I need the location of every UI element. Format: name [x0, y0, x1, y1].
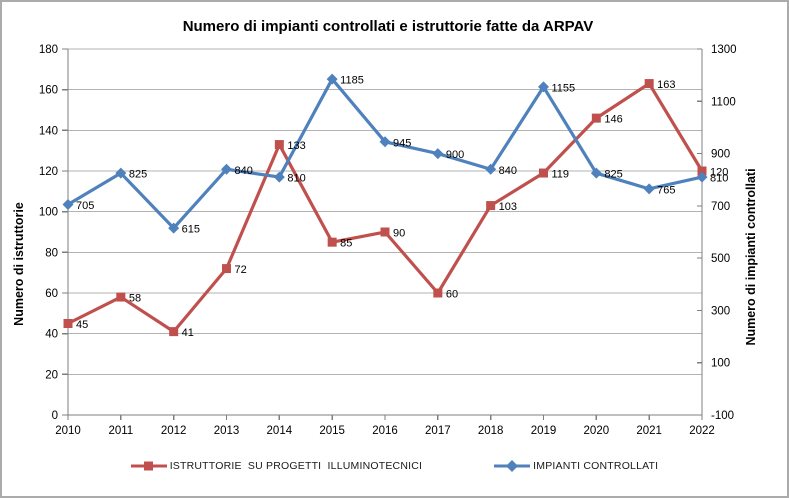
data-label-istruttorie: 133	[287, 140, 305, 152]
plot-area: 0 20 40 60 80 100 120 140 160 180 -100 100 300 500 700…	[39, 44, 737, 437]
legend-label-istruttorie: ISTRUTTORIE SU PROGETTI ILLUMINOTECNICI	[169, 460, 423, 472]
data-point-marker-impianti	[643, 183, 655, 195]
x-tick-label: 2016	[372, 425, 398, 437]
data-label-impianti: 705	[76, 200, 94, 212]
data-point-marker-impianti	[379, 136, 391, 148]
data-label-istruttorie: 72	[235, 264, 247, 276]
data-label-impianti: 810	[710, 173, 728, 185]
x-tick-label: 2012	[161, 425, 187, 437]
data-point-marker-impianti	[62, 199, 74, 211]
data-label-istruttorie: 41	[182, 327, 194, 339]
left-axis-title: Numero di istruttorie	[12, 202, 26, 326]
data-point-marker-impianti	[590, 167, 602, 179]
data-label-istruttorie: 119	[552, 169, 570, 181]
blue-line-diamond-marker-icon	[494, 460, 531, 472]
data-label-istruttorie: 45	[76, 319, 88, 331]
data-point-marker-impianti	[485, 163, 497, 175]
x-tick-label: 2019	[531, 425, 557, 437]
data-point-marker-impianti	[221, 163, 232, 175]
legend-item-impianti: IMPIANTI CONTROLLATI	[494, 459, 658, 473]
data-label-istruttorie: 60	[446, 289, 458, 301]
data-point-marker-impianti	[696, 171, 708, 183]
right-tick-label: 500	[711, 253, 730, 265]
left-tick-label: 180	[39, 44, 58, 56]
right-tick-label: 100	[711, 358, 730, 370]
data-point-marker-istruttorie	[539, 168, 548, 178]
data-point-marker-impianti	[273, 171, 285, 183]
data-label-istruttorie: 85	[340, 238, 352, 250]
data-point-marker-istruttorie	[169, 327, 179, 337]
right-tick-label: 900	[711, 149, 730, 161]
data-point-marker-istruttorie	[222, 264, 231, 274]
left-tick-label: 120	[39, 166, 58, 178]
chart-title: Numero di impianti controllati e istrutt…	[183, 18, 594, 35]
x-tick-label: 2013	[214, 425, 240, 437]
left-tick-label: 60	[45, 288, 58, 300]
data-point-marker-istruttorie	[380, 227, 390, 237]
data-label-impianti: 825	[129, 169, 147, 181]
data-point-marker-istruttorie	[63, 319, 73, 328]
data-label-impianti: 825	[604, 169, 622, 181]
x-tick-label: 2014	[267, 425, 293, 437]
data-label-istruttorie: 120	[710, 167, 728, 179]
left-tick-label: 80	[45, 247, 58, 259]
legend-square-marker	[143, 461, 153, 471]
data-point-marker-impianti	[326, 73, 338, 85]
data-label-impianti: 1185	[340, 75, 364, 87]
data-label-impianti: 765	[657, 184, 675, 196]
data-label-impianti: 1155	[552, 82, 576, 94]
data-point-marker-istruttorie	[644, 79, 654, 89]
data-label-istruttorie: 103	[499, 201, 517, 213]
right-tick-label: 700	[711, 201, 730, 213]
x-tick-label: 2020	[584, 425, 610, 437]
data-point-marker-istruttorie	[327, 237, 337, 247]
x-tick-label: 2015	[319, 425, 345, 437]
data-label-impianti: 945	[393, 137, 411, 149]
right-tick-label: 300	[711, 305, 730, 317]
left-tick-label: 0	[52, 410, 58, 422]
data-label-impianti: 810	[287, 173, 305, 185]
right-axis-title: Numero di impianti controllati	[744, 168, 758, 345]
series-line-impianti	[67, 77, 703, 230]
left-tick-label: 40	[45, 329, 58, 341]
data-label-impianti: 840	[499, 165, 517, 177]
left-tick-label: 20	[45, 369, 58, 381]
data-label-impianti: 615	[182, 224, 200, 236]
data-label-istruttorie: 90	[393, 228, 405, 240]
legend-diamond-marker	[506, 460, 519, 472]
right-tick-label: 1100	[711, 96, 736, 108]
x-tick-label: 2022	[689, 425, 715, 437]
data-point-marker-istruttorie	[697, 166, 707, 176]
data-label-impianti: 840	[235, 165, 253, 177]
legend-item-istruttorie: ISTRUTTORIE SU PROGETTI ILLUMINOTECNICI	[130, 460, 423, 472]
left-tick-label: 100	[39, 207, 58, 219]
x-tick-label: 2017	[425, 425, 451, 437]
data-point-marker-impianti	[538, 81, 549, 93]
data-point-marker-impianti	[115, 167, 127, 179]
x-tick-label: 2021	[636, 425, 662, 437]
right-tick-label: 1300	[711, 44, 737, 56]
data-label-istruttorie: 163	[657, 79, 675, 91]
data-point-marker-istruttorie	[591, 113, 601, 123]
data-label-impianti: 900	[446, 149, 464, 161]
data-label-istruttorie: 146	[604, 114, 622, 126]
data-point-marker-istruttorie	[274, 140, 284, 150]
left-tick-label: 160	[39, 85, 58, 97]
red-line-square-marker-icon	[130, 461, 167, 471]
x-tick-label: 2018	[478, 425, 504, 437]
data-point-marker-istruttorie	[433, 288, 443, 298]
legend-label-impianti: IMPIANTI CONTROLLATI	[533, 460, 659, 472]
data-point-marker-impianti	[168, 222, 180, 234]
x-tick-label: 2011	[108, 425, 133, 437]
data-label-istruttorie: 58	[129, 293, 141, 305]
data-point-marker-istruttorie	[486, 201, 496, 211]
x-tick-label: 2010	[55, 425, 81, 437]
right-tick-label: -100	[711, 410, 734, 422]
data-point-marker-istruttorie	[116, 292, 126, 302]
left-tick-label: 140	[39, 125, 58, 137]
legend: ISTRUTTORIE SU PROGETTI ILLUMINOTECNICI …	[2, 454, 787, 478]
data-point-marker-impianti	[432, 148, 444, 160]
